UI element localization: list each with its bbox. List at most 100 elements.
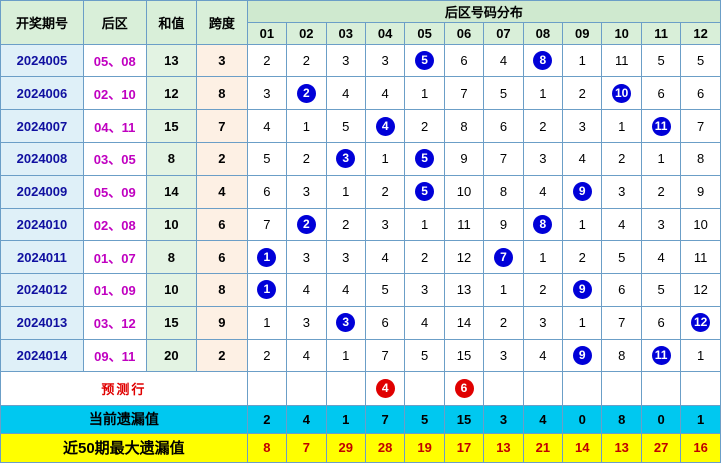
number-cell-07: 4: [483, 43, 524, 78]
number-cell-01: 4: [246, 109, 288, 143]
number-cell-06: 12: [443, 240, 485, 275]
number-cell-10: 5: [601, 240, 642, 275]
issue-cell: 2024008: [0, 141, 84, 176]
table-row: 2024008 03、05 8 2 5 2 3 1 5 9 7 3 4 2 1 8: [0, 141, 721, 176]
max-missing-04: 28: [364, 432, 406, 463]
predict-cell-07: [483, 371, 524, 407]
number-cell-10: 4: [601, 207, 642, 242]
hit-ball-08: 8: [533, 214, 553, 234]
span-cell: 8: [196, 273, 248, 307]
sum-cell: 20: [145, 338, 198, 373]
number-cell-08: 4: [522, 338, 564, 373]
number-cell-01: 1: [246, 305, 288, 340]
number-cell-10: 1: [601, 109, 642, 143]
number-cell-06: 10: [443, 174, 485, 209]
header-num-05: 05: [404, 21, 445, 45]
number-cell-09: 9: [562, 338, 603, 373]
number-cell-04: 1: [364, 141, 406, 176]
max-missing-02: 7: [286, 432, 327, 463]
hit-ball-07: 7: [493, 247, 513, 267]
table-row: 2024012 01、09 10 8 1 4 4 5 3 13 1 2 9 6 5 12: [0, 273, 721, 307]
issue-cell: 2024013: [0, 305, 84, 340]
number-cell-03: 4: [325, 273, 366, 307]
max-missing-10: 13: [601, 432, 642, 463]
table-row: 2024011 01、07 8 6 1 3 3 4 2 12 7 1 2 5 4 11: [0, 240, 721, 275]
sum-cell: 15: [145, 109, 198, 143]
predict-cell-03: [325, 371, 366, 407]
number-cell-03: 3: [325, 240, 366, 275]
span-cell: 6: [196, 207, 248, 242]
span-cell: 2: [196, 141, 248, 176]
number-cell-02: 2: [286, 43, 327, 78]
number-cell-03: 3: [325, 305, 366, 340]
number-cell-01: 1: [246, 240, 288, 275]
header-num-10: 10: [601, 21, 642, 45]
span-cell: 8: [196, 76, 248, 111]
hit-ball-09: 9: [572, 345, 592, 365]
hit-ball-03: 3: [336, 149, 356, 169]
number-cell-06: 14: [443, 305, 485, 340]
number-cell-05: 5: [404, 43, 445, 78]
number-cell-01: 7: [246, 207, 288, 242]
current-missing-09: 0: [562, 405, 603, 434]
max-missing-row: 近50期最大遗漏值 8 7 29 28 19 17 13 21 14 13 27…: [0, 432, 721, 463]
issue-cell: 2024006: [0, 76, 84, 111]
sum-cell: 14: [145, 174, 198, 209]
number-cell-07: 7: [483, 240, 524, 275]
current-missing-01: 2: [246, 405, 288, 434]
table-row: 2024005 05、08 13 3 2 2 3 3 5 6 4 8 1 11 5 5: [0, 43, 721, 78]
number-cell-02: 4: [286, 273, 327, 307]
header-sum: 和值: [145, 0, 198, 45]
number-cell-05: 3: [404, 273, 445, 307]
table-row: 2024013 03、12 15 9 1 3 3 6 4 14 2 3 1 7 6 12: [0, 305, 721, 340]
header-num-04: 04: [364, 21, 406, 45]
number-cell-06: 11: [443, 207, 485, 242]
predict-cell-05: [404, 371, 445, 407]
number-cell-04: 2: [364, 174, 406, 209]
number-cell-10: 6: [601, 273, 642, 307]
number-cell-03: 1: [325, 174, 366, 209]
number-cell-10: 8: [601, 338, 642, 373]
number-cell-04: 4: [364, 76, 406, 111]
number-cell-03: 2: [325, 207, 366, 242]
number-cell-08: 4: [522, 174, 564, 209]
header-distribution-title: 后区号码分布: [246, 0, 721, 23]
number-cell-06: 9: [443, 141, 485, 176]
number-cell-05: 1: [404, 207, 445, 242]
number-cell-02: 3: [286, 305, 327, 340]
number-cell-05: 5: [404, 338, 445, 373]
header-num-01: 01: [246, 21, 288, 45]
max-missing-08: 21: [522, 432, 564, 463]
number-cell-11: 2: [640, 174, 682, 209]
number-cell-07: 9: [483, 207, 524, 242]
hit-ball-02: 2: [296, 214, 316, 234]
max-missing-03: 29: [325, 432, 366, 463]
number-cell-03: 3: [325, 43, 366, 78]
number-cell-05: 5: [404, 174, 445, 209]
hit-ball-01: 1: [257, 247, 277, 267]
number-cell-09: 2: [562, 240, 603, 275]
current-missing-row: 当前遗漏值 2 4 1 7 5 15 3 4 0 8 0 1: [0, 405, 721, 434]
span-cell: 4: [196, 174, 248, 209]
predict-cell-09: [562, 371, 603, 407]
header-num-12: 12: [680, 21, 721, 45]
number-cell-01: 1: [246, 273, 288, 307]
number-cell-07: 7: [483, 141, 524, 176]
max-missing-11: 27: [640, 432, 682, 463]
number-cell-07: 3: [483, 338, 524, 373]
header-num-07: 07: [483, 21, 524, 45]
number-cell-08: 2: [522, 109, 564, 143]
number-cell-05: 2: [404, 109, 445, 143]
number-cell-03: 5: [325, 109, 366, 143]
number-cell-11: 6: [640, 76, 682, 111]
sum-cell: 13: [145, 43, 198, 78]
sum-cell: 8: [145, 141, 198, 176]
predict-cell-08: [522, 371, 564, 407]
sum-cell: 10: [145, 273, 198, 307]
header-back-zone: 后区: [82, 0, 147, 45]
table-row: 2024009 05、09 14 4 6 3 1 2 5 10 8 4 9 3 2 9: [0, 174, 721, 209]
number-cell-12: 5: [680, 43, 721, 78]
predict-row: 预测行 4 6: [0, 371, 721, 407]
back-zone-cell: 01、09: [82, 273, 147, 307]
